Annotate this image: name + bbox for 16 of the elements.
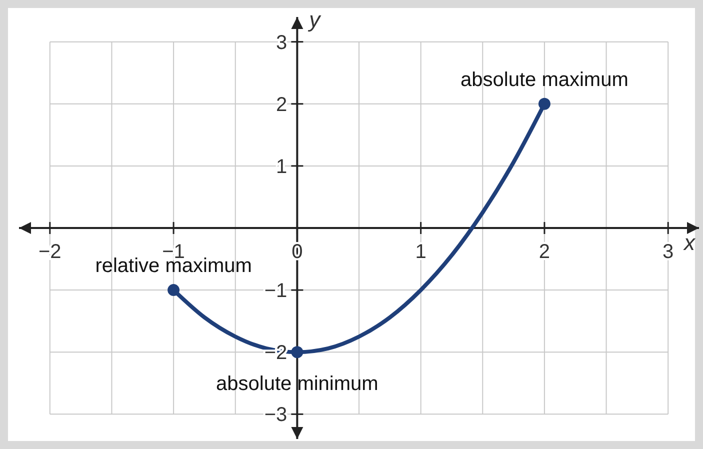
y-tick-label: 1 <box>276 156 288 178</box>
y-tick-label: 2 <box>276 94 288 116</box>
x-tick-label: 1 <box>415 241 426 263</box>
point <box>291 346 304 358</box>
y-tick-label: −1 <box>264 280 288 302</box>
annotation: absolute maximum <box>460 68 628 91</box>
point <box>168 284 180 296</box>
y-axis-title: y <box>307 7 322 32</box>
y-tick-label: 3 <box>276 32 288 54</box>
y-tick-label: −3 <box>264 404 288 426</box>
x-tick-label: 3 <box>662 241 674 263</box>
x-tick-label: −2 <box>38 241 62 263</box>
annotation: absolute minimum <box>216 373 378 396</box>
x-tick-label: 2 <box>538 241 550 263</box>
x-axis-title: x <box>683 230 696 255</box>
point <box>538 98 550 110</box>
